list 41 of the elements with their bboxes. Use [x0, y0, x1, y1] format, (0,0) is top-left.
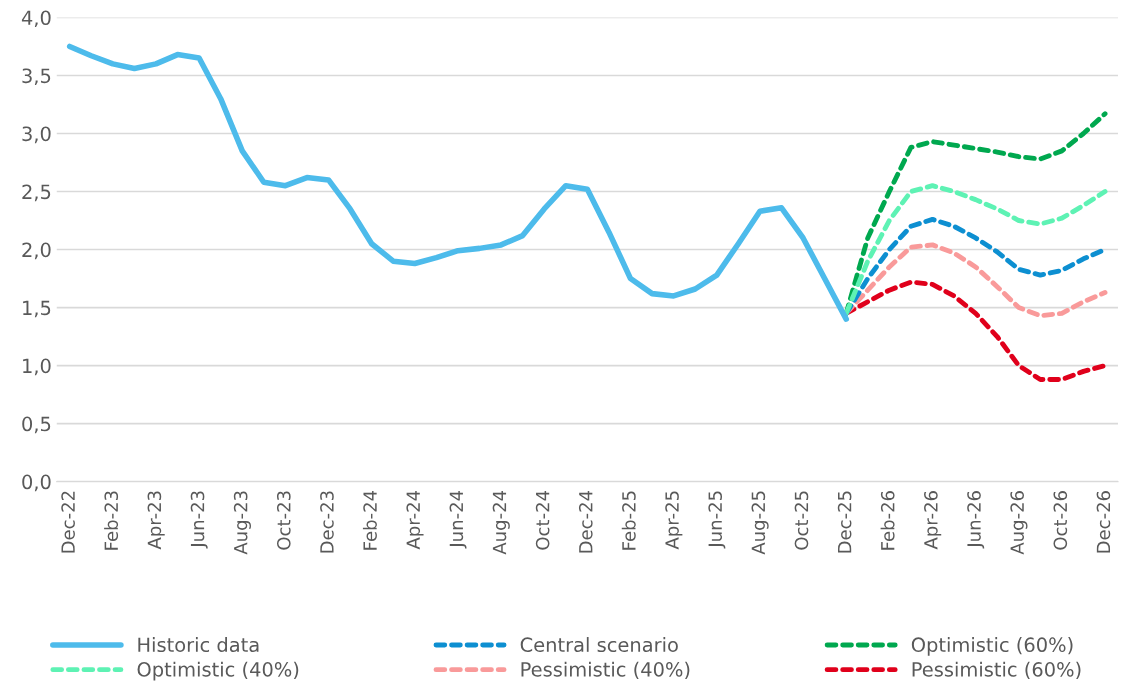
y-tick-label: 0,0 [22, 474, 51, 492]
x-tick-label: Aug-23 [233, 491, 251, 555]
legend-label: Optimistic (60%) [911, 637, 1073, 656]
y-tick-label: 1,5 [23, 300, 51, 318]
legend-label: Historic data [138, 637, 259, 653]
x-tick-label: Jun-25 [708, 491, 726, 549]
x-tick-label: Aug-26 [1010, 491, 1028, 555]
x-tick-label: Apr-26 [924, 491, 942, 550]
y-tick-label: 1,0 [23, 358, 51, 376]
x-tick-label: Dec-26 [1096, 491, 1111, 553]
legend-label: Pessimistic (60%) [912, 661, 1081, 680]
x-tick-label: Jun-26 [967, 491, 985, 549]
x-tick-label: Feb-24 [362, 490, 377, 550]
x-tick-label: Apr-24 [406, 490, 424, 550]
x-tick-label: Dec-23 [320, 491, 334, 553]
y-tick-label: 3,0 [22, 126, 51, 144]
x-tick-label: Feb-26 [880, 491, 895, 550]
x-tick-label: Jun-24 [449, 490, 467, 549]
x-tick-label: Jun-23 [190, 491, 208, 549]
x-tick-label: Aug-24 [492, 490, 510, 555]
x-tick-label: Dec-25 [837, 491, 852, 553]
y-tick-label: 3,5 [22, 68, 51, 86]
y-tick-label: 0,5 [22, 416, 51, 434]
legend-label: Optimistic (40%) [137, 661, 299, 681]
x-tick-label: Apr-25 [665, 491, 683, 550]
x-tick-label: Oct-26 [1053, 491, 1068, 550]
legend-label: Central scenario [520, 637, 678, 653]
x-tick-label: Feb-23 [104, 491, 119, 550]
x-tick-label: Feb-25 [621, 491, 636, 550]
y-tick-label: 4,0 [21, 10, 51, 28]
x-tick-label: Apr-23 [147, 491, 165, 550]
y-tick-label: 2,0 [22, 242, 51, 260]
x-tick-label: Oct-25 [794, 491, 809, 550]
x-tick-label: Dec-22 [61, 491, 75, 553]
x-tick-label: Oct-23 [276, 491, 291, 550]
y-tick-label: 2,5 [22, 184, 51, 202]
x-tick-label: Dec-24 [578, 490, 593, 553]
line-series [843, 183, 1108, 316]
x-tick-label: Oct-24 [535, 490, 550, 550]
legend-label: Pessimistic (40%) [521, 661, 690, 680]
x-tick-label: Aug-25 [751, 491, 769, 555]
